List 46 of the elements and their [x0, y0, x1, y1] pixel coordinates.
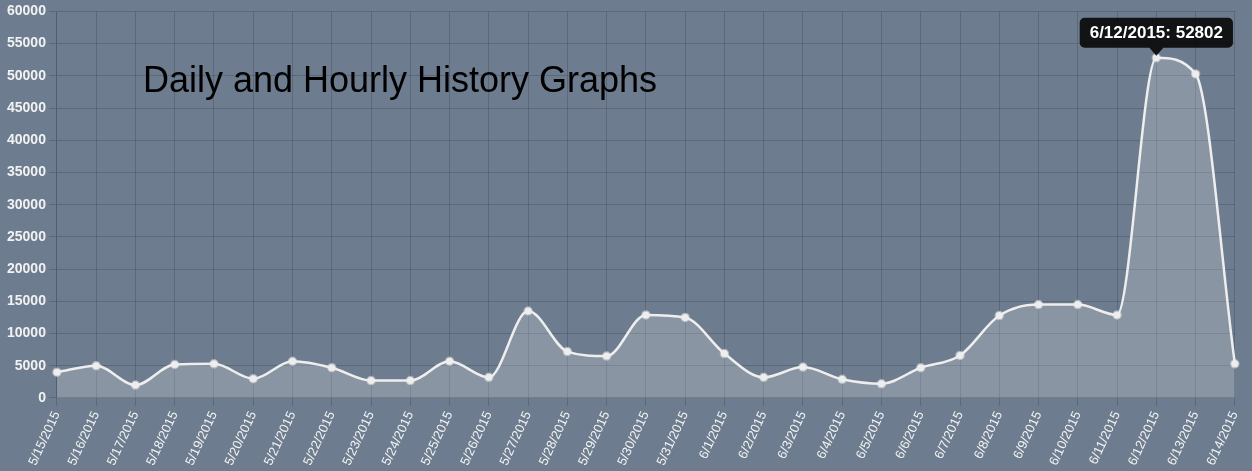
- y-tick-label: 0: [38, 388, 47, 405]
- y-tick-label: 55000: [6, 34, 47, 51]
- point: [91, 361, 101, 371]
- point: [287, 356, 298, 367]
- y-tick-label: 60000: [6, 2, 47, 19]
- y-tick-label: 35000: [6, 163, 47, 180]
- point: [562, 346, 573, 357]
- point: [484, 372, 494, 383]
- point: [523, 306, 533, 316]
- point: [169, 359, 180, 370]
- point: [209, 359, 219, 369]
- point: [876, 379, 887, 389]
- point: [366, 375, 376, 386]
- point: [837, 374, 847, 385]
- point: [719, 348, 730, 359]
- point: [327, 362, 337, 373]
- point: [1190, 69, 1201, 79]
- point: [680, 312, 690, 323]
- point: [1033, 299, 1044, 310]
- point: [798, 362, 808, 372]
- point: [1151, 53, 1162, 63]
- point: [405, 375, 416, 386]
- point: [1112, 310, 1122, 320]
- point: [916, 362, 926, 373]
- point: [130, 380, 141, 390]
- y-tick-label: 5000: [14, 356, 47, 373]
- y-tick-label: 10000: [6, 324, 47, 341]
- y-tick-label: 40000: [6, 131, 47, 148]
- point: [601, 351, 612, 361]
- y-tick-label: 15000: [6, 292, 47, 309]
- point: [444, 356, 455, 367]
- point: [641, 310, 651, 320]
- y-tick-label: 30000: [6, 195, 47, 212]
- y-tick-label: 50000: [6, 66, 47, 83]
- point: [248, 373, 258, 384]
- point: [52, 367, 62, 377]
- annotation: 6/12/2015: 52802: [1089, 23, 1223, 43]
- point: [758, 372, 769, 383]
- point: [955, 350, 965, 361]
- point: [1230, 359, 1240, 369]
- y-tick-label: 45000: [6, 98, 47, 115]
- y-tick-label: 20000: [6, 259, 47, 276]
- point: [1073, 299, 1083, 310]
- text: Daily and Hourly History Graphs: [142, 59, 658, 100]
- point: [994, 310, 1005, 321]
- y-tick-label: 25000: [6, 227, 47, 244]
